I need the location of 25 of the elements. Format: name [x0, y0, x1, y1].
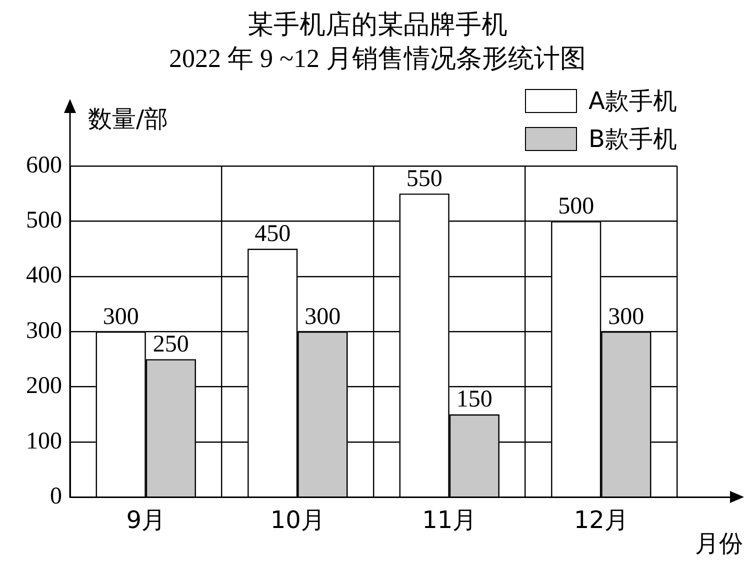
x-tick-label: 11月: [422, 506, 477, 534]
data-label: 150: [456, 386, 492, 413]
data-label: 550: [406, 166, 442, 192]
legend-label: A款手机: [588, 86, 677, 117]
data-label: 300: [608, 304, 644, 330]
y-tick-label: 600: [26, 152, 62, 178]
chart-title: 某手机店的某品牌手机: [246, 9, 508, 42]
x-tick-label: 9月: [126, 506, 166, 534]
x-tick-label: 12月: [574, 506, 628, 534]
data-label: 500: [558, 193, 594, 220]
y-tick-label: 200: [26, 373, 62, 400]
y-tick-label: 400: [26, 262, 62, 289]
y-tick-label: 300: [26, 318, 62, 344]
legend-label: B款手机: [588, 124, 677, 155]
data-label: 300: [304, 304, 341, 330]
y-axis-title: 数量/部: [88, 105, 168, 134]
data-label: 300: [102, 304, 139, 330]
y-tick-label: 0: [50, 483, 62, 510]
x-axis-title: 月份: [695, 529, 743, 558]
x-tick-label: 10月: [270, 506, 325, 534]
data-label: 250: [152, 331, 189, 358]
y-tick-label: 500: [26, 207, 62, 234]
data-label: 450: [254, 221, 291, 248]
chart-subtitle: 2022 年 9 ~12 月销售情况条形统计图: [168, 43, 588, 75]
y-tick-label: 100: [26, 428, 62, 454]
